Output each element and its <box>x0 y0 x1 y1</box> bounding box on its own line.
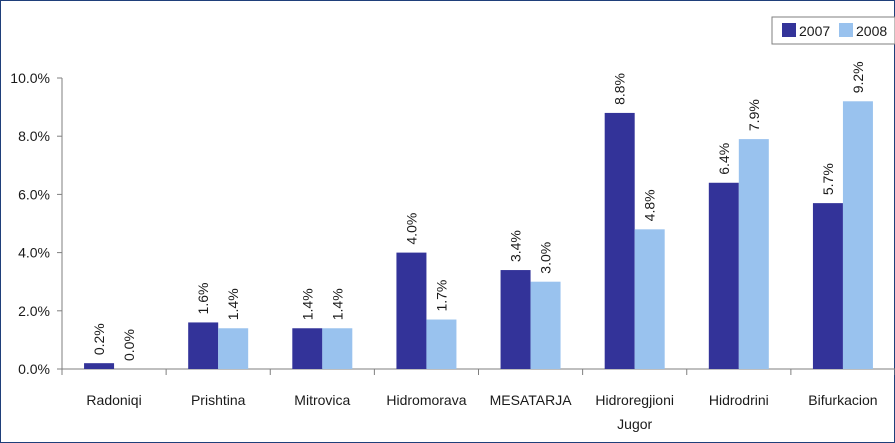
data-label-2008: 9.2% <box>850 61 866 93</box>
data-label-2008: 3.0% <box>538 242 554 274</box>
data-label-2007: 1.6% <box>195 283 211 315</box>
y-tick-label: 8.0% <box>18 128 50 144</box>
x-category-label: Radoniqi <box>86 392 141 408</box>
bar-2007 <box>188 322 219 369</box>
data-label-2007: 4.0% <box>403 213 419 245</box>
legend-swatch-2008 <box>839 23 853 37</box>
legend-label-2007: 2007 <box>799 23 830 39</box>
data-label-2008: 7.9% <box>746 99 762 131</box>
data-label-2008: 1.4% <box>225 288 241 320</box>
bar-2008 <box>842 101 873 369</box>
data-label-2008: 1.7% <box>433 280 449 312</box>
data-label-2007: 3.4% <box>508 230 524 262</box>
x-category-label: MESATARJA <box>490 392 573 408</box>
data-label-2007: 6.4% <box>716 143 732 175</box>
y-tick-label: 2.0% <box>18 303 50 319</box>
y-tick-label: 10.0% <box>10 70 50 86</box>
x-category-label: Mitrovica <box>294 392 350 408</box>
bar-2007 <box>292 328 323 369</box>
bar-2007 <box>812 203 843 369</box>
x-category-label: Hidroregjioni Jugor <box>595 392 674 432</box>
bar-2007 <box>708 182 739 369</box>
bar-2008 <box>218 328 249 369</box>
legend-label-2008: 2008 <box>856 23 887 39</box>
bar-2008 <box>530 281 561 369</box>
data-label-2007: 8.8% <box>612 73 628 105</box>
bar-2008 <box>738 139 769 369</box>
bar-2007 <box>500 270 531 369</box>
bar-2007 <box>604 112 635 370</box>
bar-2008 <box>426 319 457 369</box>
x-category-label: Hidrodrini <box>709 392 769 408</box>
bar-2007 <box>396 252 427 369</box>
legend-swatch-2007 <box>782 23 796 37</box>
y-tick-label: 6.0% <box>18 186 50 202</box>
y-tick-label: 4.0% <box>18 245 50 261</box>
y-tick-label: 0.0% <box>18 361 50 377</box>
bar-2007 <box>84 363 115 369</box>
data-label-2008: 0.0% <box>121 329 137 361</box>
data-label-2008: 4.8% <box>642 189 658 221</box>
bar-2008 <box>634 229 665 369</box>
data-label-2007: 0.2% <box>91 323 107 355</box>
data-label-2007: 1.4% <box>299 288 315 320</box>
x-category-label: Hidromorava <box>386 392 466 408</box>
data-label-2007: 5.7% <box>820 163 836 195</box>
x-category-label: Prishtina <box>191 392 246 408</box>
bar-2008 <box>322 328 353 369</box>
x-category-label: Bifurkacion <box>808 392 877 408</box>
data-label-2008: 1.4% <box>329 288 345 320</box>
